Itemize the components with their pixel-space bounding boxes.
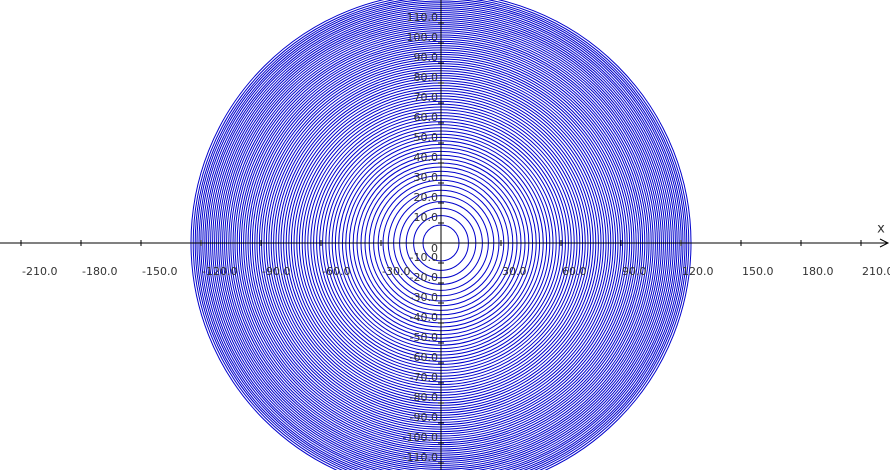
y-tick-label: 30.0: [414, 171, 439, 184]
x-tick-label: -30.0: [382, 265, 410, 278]
y-tick-label: -40.0: [410, 311, 438, 324]
x-tick-label: -210.0: [22, 265, 57, 278]
y-tick-label: -20.0: [410, 271, 438, 284]
y-tick-label: 50.0: [414, 131, 439, 144]
x-tick-label: 180.0: [802, 265, 834, 278]
x-tick-label: 90.0: [622, 265, 647, 278]
y-tick-label: 100.0: [407, 31, 439, 44]
y-tick-label: -80.0: [410, 391, 438, 404]
y-tick-label: -50.0: [410, 331, 438, 344]
y-tick-label: -10.0: [410, 251, 438, 264]
x-axis-label: x: [877, 222, 885, 237]
y-tick-label: 10.0: [414, 211, 439, 224]
y-tick-label: 70.0: [414, 91, 439, 104]
x-tick-label: -180.0: [82, 265, 117, 278]
y-tick-label: 60.0: [414, 111, 439, 124]
x-tick-label: -90.0: [262, 265, 290, 278]
x-tick-label: 30.0: [502, 265, 527, 278]
x-tick-label: 120.0: [682, 265, 714, 278]
x-tick-label: -150.0: [142, 265, 177, 278]
x-tick-label: 60.0: [562, 265, 587, 278]
x-tick-label: 150.0: [742, 265, 774, 278]
y-tick-label: -70.0: [410, 371, 438, 384]
y-tick-label: 80.0: [414, 71, 439, 84]
x-axis-arrow: [879, 238, 890, 248]
y-tick-label: -100.0: [403, 431, 438, 444]
y-tick-label: -30.0: [410, 291, 438, 304]
y-tick-label: 40.0: [414, 151, 439, 164]
y-tick-label: 110.0: [407, 11, 439, 24]
y-tick-label: -110.0: [403, 451, 438, 464]
x-tick-label: -120.0: [202, 265, 237, 278]
x-tick-label: 210.0: [862, 265, 890, 278]
y-tick-label: -60.0: [410, 351, 438, 364]
x-tick-label: -60.0: [322, 265, 350, 278]
y-tick-label: 90.0: [414, 51, 439, 64]
y-tick-label: 20.0: [414, 191, 439, 204]
origin-label: 0: [431, 242, 438, 255]
y-tick-label: -90.0: [410, 411, 438, 424]
